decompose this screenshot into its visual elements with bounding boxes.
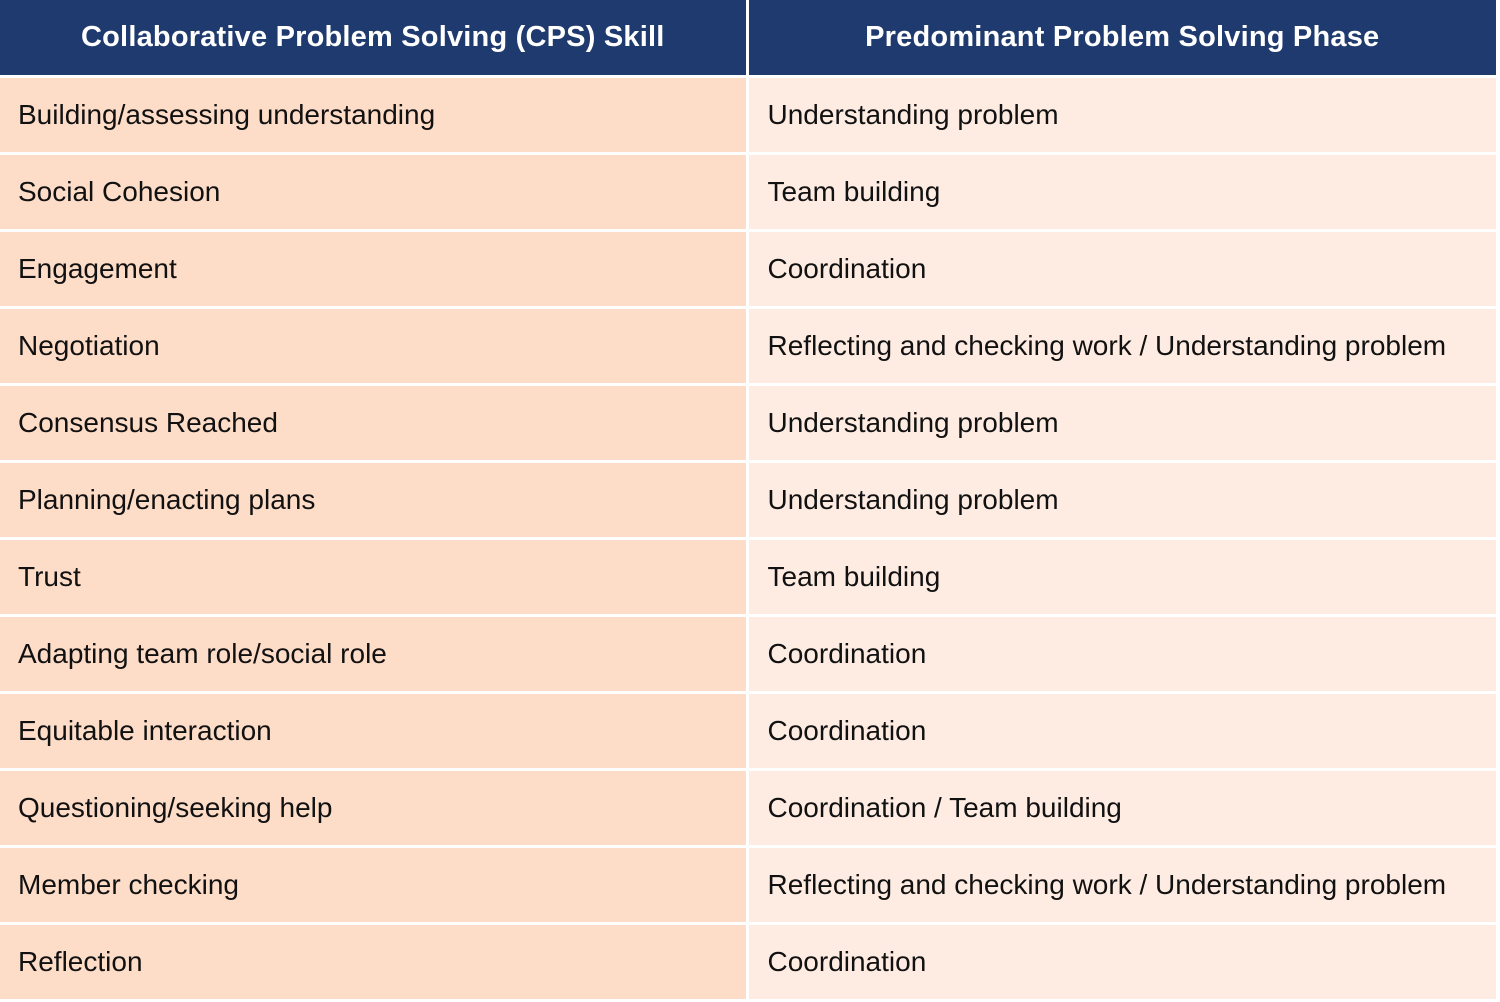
skill-cell: Questioning/seeking help xyxy=(0,769,749,848)
table-row: Engagement Coordination xyxy=(0,230,1496,309)
table-row: Trust Team building xyxy=(0,538,1496,617)
table-row: Member checking Reflecting and checking … xyxy=(0,846,1496,925)
skill-cell: Member checking xyxy=(0,846,749,925)
phase-cell: Understanding problem xyxy=(747,461,1496,540)
header-problem-solving-phase: Predominant Problem Solving Phase xyxy=(747,0,1496,78)
table-row: Consensus Reached Understanding problem xyxy=(0,384,1496,463)
table-row: Reflection Coordination xyxy=(0,923,1496,1002)
skill-cell: Planning/enacting plans xyxy=(0,461,749,540)
skill-cell: Adapting team role/social role xyxy=(0,615,749,694)
table-row: Social Cohesion Team building xyxy=(0,153,1496,232)
table-row: Planning/enacting plans Understanding pr… xyxy=(0,461,1496,540)
skill-cell: Negotiation xyxy=(0,307,749,386)
table-body: Building/assessing understanding Underst… xyxy=(0,76,1496,1002)
phase-cell: Coordination xyxy=(747,923,1496,1002)
table-row: Equitable interaction Coordination xyxy=(0,692,1496,771)
skill-cell: Reflection xyxy=(0,923,749,1002)
table-row: Adapting team role/social role Coordinat… xyxy=(0,615,1496,694)
skill-cell: Engagement xyxy=(0,230,749,309)
phase-cell: Reflecting and checking work / Understan… xyxy=(747,307,1496,386)
skill-cell: Building/assessing understanding xyxy=(0,76,749,155)
table-row: Building/assessing understanding Underst… xyxy=(0,76,1496,155)
skill-cell: Equitable interaction xyxy=(0,692,749,771)
phase-cell: Coordination xyxy=(747,615,1496,694)
phase-cell: Understanding problem xyxy=(747,76,1496,155)
table-row: Questioning/seeking help Coordination / … xyxy=(0,769,1496,848)
skill-cell: Trust xyxy=(0,538,749,617)
skill-cell: Social Cohesion xyxy=(0,153,749,232)
table-header: Collaborative Problem Solving (CPS) Skil… xyxy=(0,0,1496,78)
phase-cell: Understanding problem xyxy=(747,384,1496,463)
header-row: Collaborative Problem Solving (CPS) Skil… xyxy=(0,0,1496,78)
phase-cell: Coordination / Team building xyxy=(747,769,1496,848)
phase-cell: Team building xyxy=(747,538,1496,617)
skill-cell: Consensus Reached xyxy=(0,384,749,463)
header-cps-skill: Collaborative Problem Solving (CPS) Skil… xyxy=(0,0,749,78)
phase-cell: Team building xyxy=(747,153,1496,232)
phase-cell: Coordination xyxy=(747,230,1496,309)
phase-cell: Reflecting and checking work / Understan… xyxy=(747,846,1496,925)
phase-cell: Coordination xyxy=(747,692,1496,771)
table-row: Negotiation Reflecting and checking work… xyxy=(0,307,1496,386)
